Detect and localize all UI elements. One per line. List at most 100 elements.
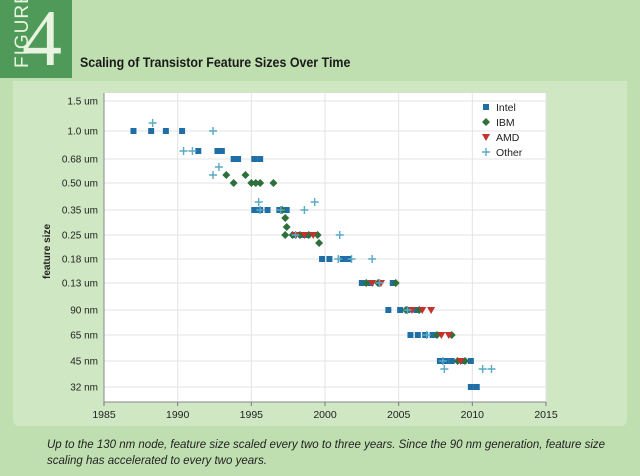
intel-point — [148, 128, 155, 134]
legend-label-ibm: IBM — [496, 117, 515, 129]
amd-point — [368, 280, 377, 287]
other-point — [291, 231, 300, 239]
amd-point — [444, 332, 453, 339]
other-point — [300, 206, 309, 214]
amd-point — [309, 232, 318, 239]
other-point — [209, 127, 218, 135]
amd-point — [407, 307, 416, 314]
intel-point — [448, 358, 455, 364]
legend-marker-other — [482, 148, 490, 156]
other-point — [254, 198, 263, 206]
intel-point — [385, 307, 392, 313]
intel-point — [214, 148, 221, 154]
intel-point — [230, 156, 237, 162]
figure-label-badge: FIGURE 4 — [0, 0, 72, 82]
other-point — [310, 198, 319, 206]
legend-label-other: Other — [496, 147, 523, 159]
y-tick-label: 0.35 um — [62, 206, 98, 217]
intel-point — [264, 207, 271, 213]
intel-point — [218, 148, 225, 154]
y-tick-label: 0.18 um — [62, 255, 98, 266]
x-tick-label: 1990 — [166, 409, 190, 421]
legend-marker-amd — [482, 134, 490, 141]
intel-point — [473, 384, 480, 390]
intel-point — [235, 156, 242, 162]
legend-label-intel: Intel — [496, 102, 516, 114]
x-tick-label: 1985 — [92, 409, 116, 421]
other-point — [438, 357, 447, 365]
other-point — [368, 255, 377, 263]
other-point — [335, 231, 344, 239]
other-point — [256, 206, 265, 214]
other-point — [276, 206, 285, 214]
ibm-point — [251, 179, 260, 187]
ibm-point — [391, 279, 400, 287]
other-point — [440, 365, 449, 373]
legend-marker-intel — [483, 104, 489, 110]
other-point — [422, 331, 431, 339]
other-point — [188, 147, 197, 155]
other-point — [487, 365, 496, 373]
x-tick-label: 2000 — [313, 409, 337, 421]
legend-marker-ibm — [482, 118, 490, 126]
legend-label-amd: AMD — [496, 132, 520, 144]
intel-point — [179, 128, 186, 134]
amd-point — [300, 232, 309, 239]
intel-point — [326, 256, 333, 262]
x-tick-label: 2015 — [534, 409, 558, 421]
y-tick-label: 90 nm — [70, 306, 98, 317]
y-tick-label: 0.13 um — [62, 279, 98, 290]
intel-point — [257, 156, 264, 162]
intel-point — [251, 156, 258, 162]
ibm-point — [247, 179, 256, 187]
intel-point — [414, 332, 421, 338]
intel-point — [130, 128, 137, 134]
ibm-point — [241, 171, 250, 179]
intel-point — [283, 207, 290, 213]
other-point — [375, 279, 384, 287]
ibm-point — [222, 171, 231, 179]
ibm-point — [282, 223, 291, 231]
figure-caption: Up to the 130 nm node, feature size scal… — [47, 439, 606, 467]
ibm-point — [229, 179, 238, 187]
y-axis-title: feature size — [42, 224, 53, 279]
y-tick-label: 45 nm — [70, 357, 98, 368]
x-tick-label: 2005 — [387, 409, 411, 421]
intel-point — [358, 280, 365, 286]
ibm-point — [315, 239, 324, 247]
intel-point — [339, 256, 346, 262]
intel-point — [429, 332, 436, 338]
y-tick-label: 1.5 um — [67, 97, 98, 108]
other-point — [347, 255, 356, 263]
other-point — [334, 255, 343, 263]
y-tick-label: 1.0 um — [67, 127, 98, 138]
other-point — [148, 119, 157, 127]
other-point — [403, 306, 412, 314]
other-point — [209, 171, 218, 179]
amd-point — [437, 332, 446, 339]
y-tick-label: 0.68 um — [62, 155, 98, 166]
ibm-point — [362, 279, 371, 287]
amd-point — [427, 307, 436, 314]
intel-point — [195, 148, 202, 154]
x-tick-label: 1995 — [240, 409, 264, 421]
other-point — [214, 163, 223, 171]
intel-point — [407, 332, 414, 338]
amd-point — [456, 358, 465, 365]
y-tick-label: 0.50 um — [62, 179, 98, 190]
intel-point — [319, 256, 326, 262]
figure-title: Scaling of Transistor Feature Sizes Over… — [80, 55, 351, 70]
y-tick-label: 32 nm — [70, 383, 98, 394]
other-point — [478, 365, 487, 373]
figure-number: 4 — [22, 0, 62, 83]
intel-point — [467, 384, 474, 390]
ibm-point — [281, 214, 290, 222]
intel-point — [162, 128, 169, 134]
intel-point — [251, 207, 258, 213]
intel-point — [467, 358, 474, 364]
y-tick-label: 65 nm — [70, 331, 98, 342]
intel-point — [397, 307, 404, 313]
amd-point — [418, 307, 427, 314]
ibm-point — [269, 179, 278, 187]
ibm-point — [281, 231, 290, 239]
